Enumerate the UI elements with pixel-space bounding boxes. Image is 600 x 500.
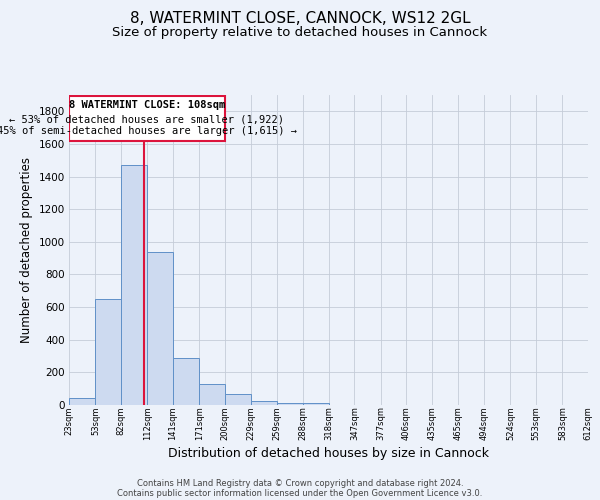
Bar (121, 165, 148, 405)
Text: 8 WATERMINT CLOSE: 108sqm: 8 WATERMINT CLOSE: 108sqm (69, 100, 225, 110)
Text: Size of property relative to detached houses in Cannock: Size of property relative to detached ho… (112, 26, 488, 39)
Text: 8, WATERMINT CLOSE, CANNOCK, WS12 2GL: 8, WATERMINT CLOSE, CANNOCK, WS12 2GL (130, 11, 470, 26)
Text: ← 53% of detached houses are smaller (1,922): ← 53% of detached houses are smaller (1,… (10, 114, 284, 124)
Text: Contains HM Land Registry data © Crown copyright and database right 2024.: Contains HM Land Registry data © Crown c… (137, 478, 463, 488)
Bar (199, 384, 225, 405)
Bar (302, 404, 329, 405)
FancyBboxPatch shape (69, 96, 225, 140)
Bar (225, 394, 251, 405)
Y-axis label: Number of detached properties: Number of detached properties (20, 157, 33, 343)
X-axis label: Distribution of detached houses by size in Cannock: Distribution of detached houses by size … (168, 448, 489, 460)
Bar (69, 398, 95, 405)
Text: Contains public sector information licensed under the Open Government Licence v3: Contains public sector information licen… (118, 488, 482, 498)
Bar (95, 299, 121, 405)
Bar (277, 402, 302, 405)
Bar (251, 401, 277, 405)
Bar (148, 252, 173, 405)
Text: 45% of semi-detached houses are larger (1,615) →: 45% of semi-detached houses are larger (… (0, 126, 297, 136)
Bar (173, 358, 199, 405)
